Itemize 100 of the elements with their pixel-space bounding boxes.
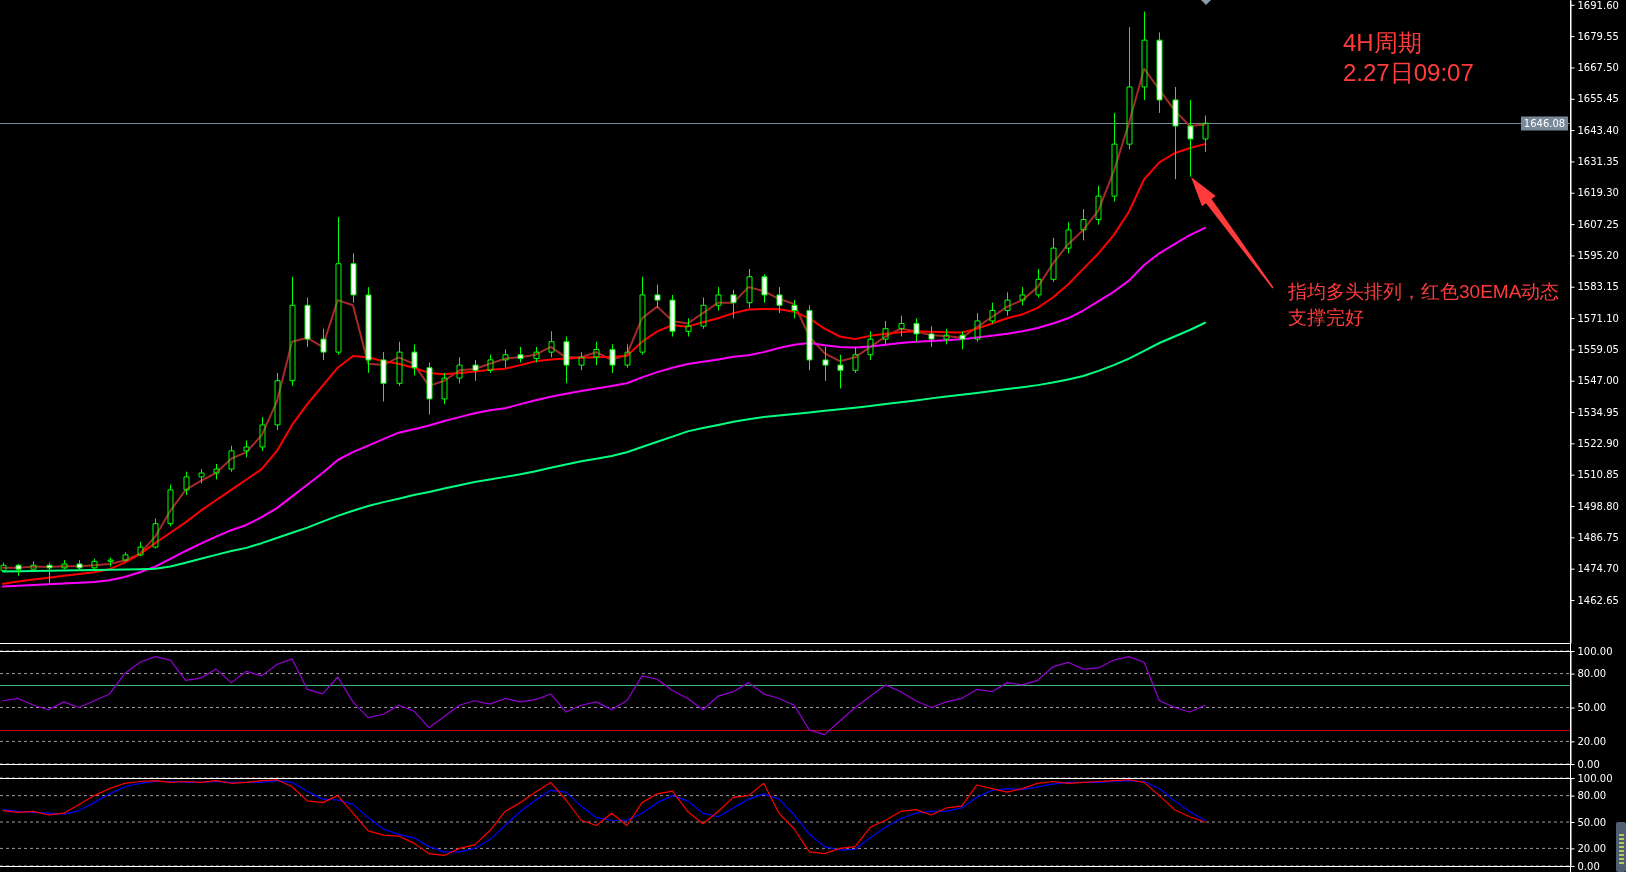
candlestick [837,354,844,389]
candlestick [91,558,98,570]
y-tick-label: 20.00 [1577,736,1607,748]
y-tick-label: 1595.20 [1577,250,1619,262]
candlestick [943,328,950,345]
candlestick [152,517,159,549]
candlestick [548,330,555,358]
candlestick [198,468,205,484]
text: 2.27日09:07 [1343,59,1474,86]
candlestick [669,294,676,338]
candlestick [1080,208,1087,241]
line-series [2,67,1206,569]
y-tick-label: 80.00 [1577,790,1607,802]
candlestick [578,351,585,371]
line-series [2,321,1206,573]
candlestick [1035,268,1042,299]
candlestick [776,286,783,314]
y-tick-label: 1667.50 [1577,62,1619,74]
y-tick-label: 1474.70 [1577,563,1619,575]
candlestick [517,346,524,364]
y-tick-label: 1486.75 [1577,532,1619,544]
y-tick-label: 1547.00 [1577,375,1619,387]
y-tick-label: 1691.60 [1577,0,1619,11]
candlestick [533,346,540,364]
y-tick-label: 80.00 [1577,668,1607,680]
candlestick [730,289,737,319]
y-tick-label: 1498.80 [1577,500,1619,512]
y-tick-label: 0.00 [1577,758,1600,770]
y-tick-label: 50.00 [1577,816,1607,828]
candlestick [107,556,114,568]
candlestick [502,349,509,369]
candlestick [867,330,874,361]
candlestick [426,362,433,415]
candlestick [122,551,129,562]
candlestick [0,562,7,573]
y-tick-label: 1510.85 [1577,469,1619,481]
line-series [2,143,1206,585]
candlestick [365,286,372,374]
candlestick [1065,221,1072,254]
y-tick-label: 100.00 [1577,645,1613,657]
candlestick [791,299,798,319]
y-tick-label: 1655.45 [1577,93,1619,105]
candlestick [1172,86,1179,180]
candlestick [715,286,722,312]
candlestick [1187,99,1194,178]
y-tick-label: 1631.35 [1577,156,1619,168]
candlestick [928,325,935,348]
candlestick [1004,291,1011,317]
candlestick [806,304,813,371]
candlestick [15,563,22,577]
y-tick-label: 0.00 [1577,860,1600,872]
candlestick [411,343,418,377]
candlestick [137,541,144,557]
candlestick [563,336,570,384]
candlestick [959,330,966,351]
candlestick [30,560,37,571]
candlestick [380,351,387,402]
candlestick [685,317,692,338]
candlestick [487,354,494,374]
candlestick [761,273,768,304]
candlestick [243,439,250,458]
candlestick [76,559,83,571]
candlestick [61,559,68,570]
candlestick [320,328,327,361]
y-tick-label: 1571.10 [1577,312,1619,324]
candlestick [213,463,220,480]
candlestick [472,359,479,382]
candlestick [1095,185,1102,226]
text: 4H周期 [1343,29,1422,56]
candlestick [183,471,190,496]
candlestick [822,346,829,382]
candlestick [593,341,600,366]
candlestick [898,315,905,338]
candlestick [609,343,616,374]
text: 指均多头排列，红色30EMA动态支撑完好 [1287,281,1560,329]
candlestick [350,252,357,304]
y-tick-label: 1534.95 [1577,406,1619,418]
candlestick [1019,286,1026,306]
y-tick-label: 1607.25 [1577,218,1619,230]
y-tick-label: 1559.05 [1577,344,1619,356]
y-tick-label: 20.00 [1577,843,1607,855]
candlestick [228,445,235,473]
line-series [2,656,1206,736]
y-tick-label: 100.00 [1577,772,1613,784]
candlestick [1156,31,1163,114]
y-tick-label: 1462.65 [1577,594,1619,606]
candlestick [46,562,53,584]
candlestick [456,356,463,384]
line-series [2,226,1206,588]
candlestick [654,284,661,309]
y-tick-label: 1522.90 [1577,438,1619,450]
candlestick [304,297,311,348]
y-tick-label: 1679.55 [1577,30,1619,42]
y-tick-label: 1583.15 [1577,281,1619,293]
candlestick [882,320,889,345]
y-tick-label: 50.00 [1577,702,1607,714]
y-tick-label: 1643.40 [1577,124,1619,136]
candlestick [989,302,996,325]
y-tick-label: 1619.30 [1577,187,1619,199]
candlestick [913,317,920,343]
